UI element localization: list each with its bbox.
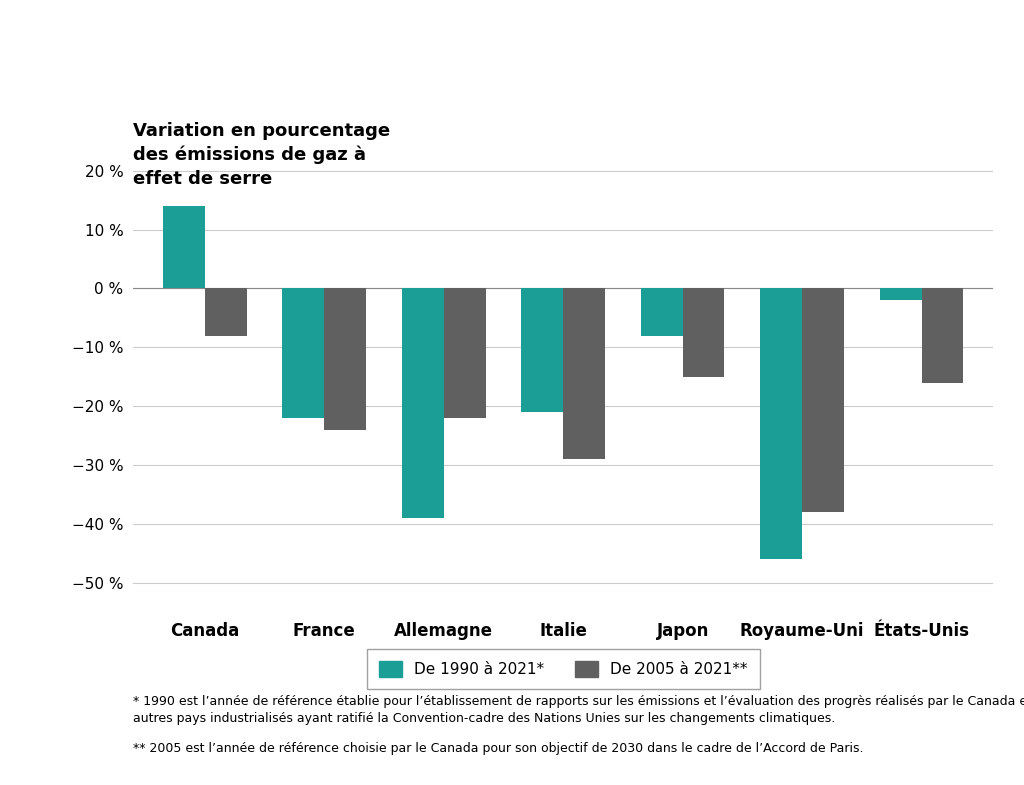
Bar [521, 289, 563, 412]
Bar [205, 289, 247, 336]
Bar [443, 289, 485, 418]
Bar [922, 289, 964, 383]
Text: * 1990 est l’année de référence établie pour l’établissement de rapports sur les: * 1990 est l’année de référence établie … [133, 695, 1024, 725]
Bar [641, 289, 683, 336]
Bar [163, 206, 205, 289]
Bar [563, 289, 605, 459]
Bar [325, 289, 367, 430]
Bar [802, 289, 844, 513]
Legend: De 1990 à 2021*, De 2005 à 2021**: De 1990 à 2021*, De 2005 à 2021** [367, 649, 760, 689]
Bar [401, 289, 443, 518]
Bar [683, 289, 725, 377]
Text: Variation en pourcentage
des émissions de gaz à
effet de serre: Variation en pourcentage des émissions d… [133, 122, 390, 188]
Text: ** 2005 est l’année de référence choisie par le Canada pour son objectif de 2030: ** 2005 est l’année de référence choisie… [133, 742, 863, 755]
Bar [761, 289, 802, 560]
Bar [880, 289, 922, 301]
Bar [283, 289, 325, 418]
